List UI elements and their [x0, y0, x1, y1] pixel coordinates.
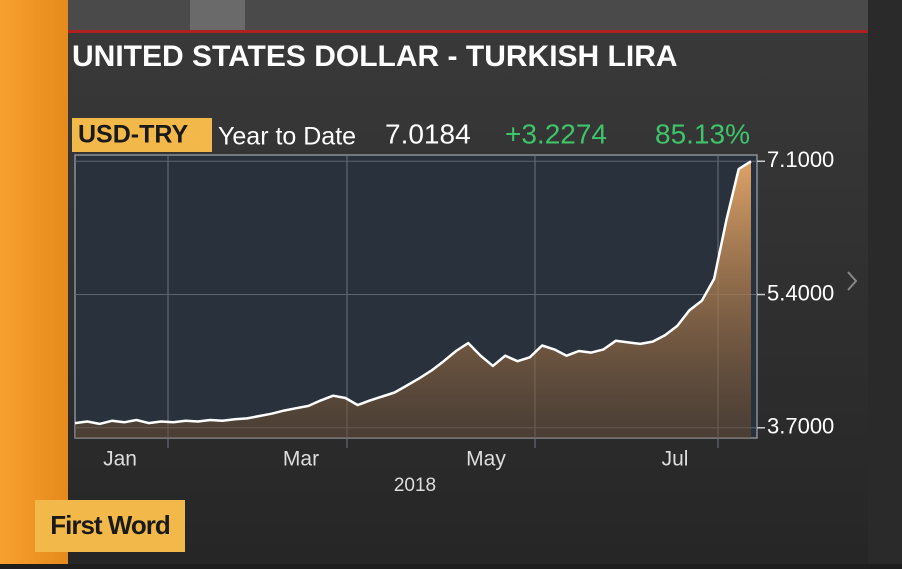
plot: Jan Mar May Jul 3.7000 5.4000 7.1000: [74, 147, 834, 471]
x-tick-label: Jul: [662, 448, 689, 471]
side-bar: [0, 0, 68, 564]
chart-title: UNITED STATES DOLLAR - TURKISH LIRA: [72, 40, 678, 73]
change-pct: 85.13%: [655, 118, 750, 149]
right-edge: [868, 0, 902, 564]
banner-box: [35, 500, 185, 552]
top-tab: [190, 0, 245, 30]
x-tick-label: Jan: [103, 448, 137, 471]
ticker: USD-TRY: [78, 121, 189, 149]
arrow-icon: [847, 271, 858, 291]
change: +3.2274: [505, 118, 607, 149]
y-tick-label: 3.7000: [767, 414, 834, 439]
period: Year to Date: [218, 123, 356, 151]
top-rule: [60, 30, 902, 33]
x-tick-label: Mar: [283, 448, 319, 471]
line: [74, 160, 752, 426]
x-axis-label: 2018: [394, 475, 436, 496]
y-tick-label: 5.4000: [767, 280, 834, 305]
area: [75, 161, 751, 439]
top-band: [0, 0, 902, 30]
x-tick-label: May: [466, 448, 506, 471]
y-tick-label: 7.1000: [767, 147, 834, 172]
banner: First Word: [50, 510, 170, 540]
ticker-box: [72, 118, 212, 152]
last-price: 7.0184: [385, 118, 471, 149]
